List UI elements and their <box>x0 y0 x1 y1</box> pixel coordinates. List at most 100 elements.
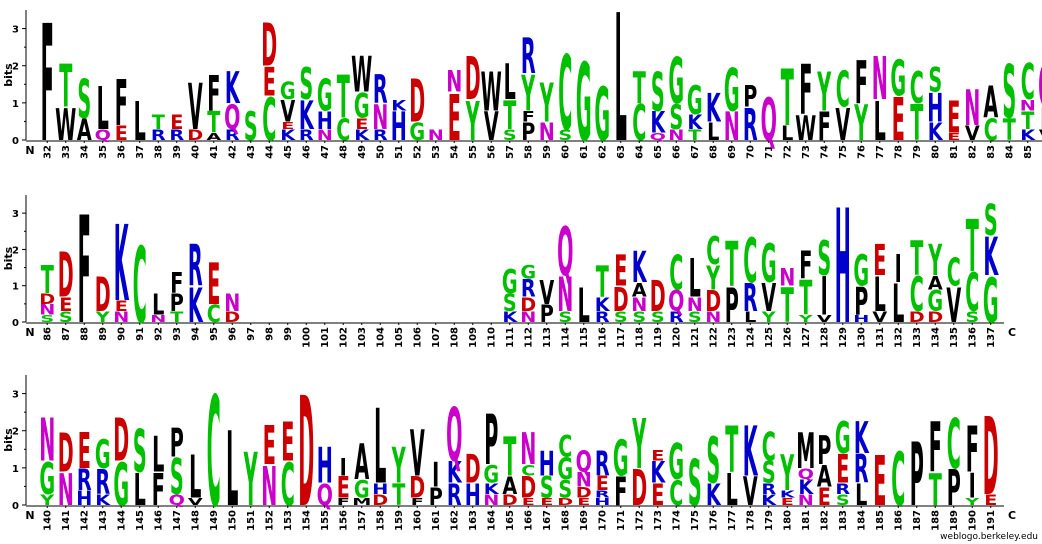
logo-letter: L <box>744 308 756 325</box>
logo-letter: C <box>133 225 147 347</box>
position-label: 57 <box>505 145 516 159</box>
position-label: 75 <box>838 145 849 159</box>
logo-letter: Q <box>224 97 240 138</box>
logo-letter: E <box>781 496 794 508</box>
logo-letter: H <box>317 108 333 136</box>
logo-letter: C <box>207 366 221 541</box>
logo-letter: N <box>539 119 555 147</box>
logo-letter: K <box>706 86 722 132</box>
position-label: 142 <box>79 510 90 531</box>
logo-letter: K <box>225 63 241 114</box>
position-label: 132 <box>893 327 904 348</box>
position-label: 165 <box>505 510 516 531</box>
logo-letter: H <box>927 86 943 132</box>
logo-letter: L <box>134 92 146 153</box>
position-label: 110 <box>486 327 497 348</box>
position-label: 108 <box>449 327 460 348</box>
logo-letter: G <box>280 78 296 106</box>
position-label: 141 <box>61 510 72 531</box>
logo-letter: Y <box>632 405 647 484</box>
y-tick-label: 1 <box>12 464 19 475</box>
logo-letter: K <box>650 456 666 490</box>
logo-letter: N <box>779 265 795 293</box>
logo-letter: S <box>503 290 517 318</box>
logo-letter: E <box>207 252 220 319</box>
logo-letter: Y <box>391 438 406 495</box>
y-axis-label: bits <box>2 428 15 452</box>
logo-letter: S <box>77 70 91 131</box>
logo-letter: F <box>966 415 979 488</box>
logo-letter: K <box>484 481 500 498</box>
logo-letter: S <box>170 449 184 506</box>
position-label: 147 <box>172 510 183 531</box>
logo-letter: K <box>687 111 703 134</box>
position-label: 131 <box>875 327 886 348</box>
position-label: 185 <box>875 510 886 531</box>
logo-letter: V <box>410 418 425 491</box>
c-terminus-label: C <box>1008 509 1016 522</box>
logo-letter: N <box>1020 97 1036 114</box>
logo-letter: K <box>798 476 814 499</box>
position-label: 62 <box>597 145 608 159</box>
logo-letter: E <box>596 472 609 495</box>
logo-letter: Y <box>706 260 721 298</box>
logo-letter: G <box>354 86 370 127</box>
position-label: 161 <box>431 510 442 531</box>
logo-letter: F <box>152 465 165 516</box>
logo-letter: N <box>576 468 592 491</box>
logo-letter: F <box>170 266 183 300</box>
logo-letter: N <box>317 127 333 144</box>
logo-letter: K <box>502 308 518 325</box>
position-label: 51 <box>394 145 405 159</box>
logo-letter: Q <box>650 131 666 143</box>
position-label: 122 <box>708 327 719 348</box>
position-label: 168 <box>560 510 571 531</box>
logo-letter: E <box>170 111 183 134</box>
logo-letter: D <box>298 366 314 541</box>
logo-letter: N <box>224 290 240 318</box>
logo-letter: L <box>134 465 146 516</box>
position-label: 140 <box>42 510 53 531</box>
logo-letter: K <box>854 413 870 464</box>
position-label: 59 <box>542 145 553 159</box>
position-label: 188 <box>930 510 941 531</box>
position-label: 69 <box>727 145 738 159</box>
logo-letter: N <box>113 308 129 325</box>
logo-letter: S <box>40 313 54 324</box>
logo-letter: C <box>706 230 720 274</box>
logo-letter: E <box>947 131 960 143</box>
logo-letter: E <box>651 448 664 465</box>
logo-letter: K <box>188 277 204 333</box>
position-label: 96 <box>227 327 238 341</box>
logo-letter: R <box>743 277 758 321</box>
logo-letter: E <box>818 484 831 512</box>
position-label: 151 <box>246 510 257 531</box>
logo-letter: Y <box>243 437 258 523</box>
position-label: 164 <box>486 510 497 531</box>
logo-letter: Q <box>798 466 814 483</box>
y-tick-label: 0 <box>12 136 19 147</box>
logo-letter: N <box>372 97 388 138</box>
position-label: 111 <box>505 327 516 348</box>
position-label: 113 <box>542 327 553 348</box>
logo-letter: G <box>761 234 777 295</box>
logo-letter: D <box>224 308 240 325</box>
logo-letter: Y <box>854 95 869 152</box>
logo-letter: V <box>946 277 961 333</box>
logo-letter: Q <box>446 392 462 478</box>
position-label: 49 <box>357 145 368 159</box>
y-tick-label: 2 <box>12 62 19 73</box>
logo-letter: Y <box>539 74 554 135</box>
position-label: 53 <box>431 145 442 159</box>
logo-letter: Y <box>964 496 980 508</box>
y-tick-label: 3 <box>12 25 19 36</box>
logo-letter: P <box>484 402 498 481</box>
logo-letter: K <box>595 293 611 316</box>
position-label: 162 <box>449 510 460 531</box>
logo-letter: E <box>281 120 294 132</box>
position-label: 191 <box>986 510 997 531</box>
position-label: 187 <box>912 510 923 531</box>
position-label: 173 <box>653 510 664 531</box>
position-label: 106 <box>412 327 423 348</box>
logo-letter: R <box>447 478 462 512</box>
